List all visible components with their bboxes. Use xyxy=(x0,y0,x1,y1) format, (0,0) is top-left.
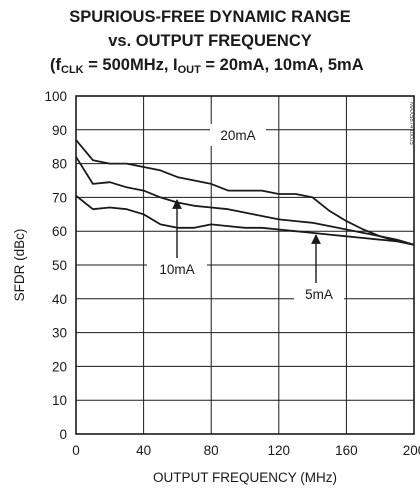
x-tick-label-160: 160 xyxy=(335,443,358,458)
annotation-bg-10mA xyxy=(147,258,207,280)
side-code-label: MAX5874 toc05 xyxy=(408,102,414,145)
y-tick-label-30: 30 xyxy=(52,326,67,341)
annotation-label-20mA: 20mA xyxy=(220,128,255,143)
annotation-layer: 20mA 10mA 5mA xyxy=(147,124,344,305)
grid xyxy=(75,95,415,435)
y-tick-label-40: 40 xyxy=(52,292,67,307)
y-tick-label-10: 10 xyxy=(52,393,67,408)
subtitle-sub-clk: CLK xyxy=(61,64,84,76)
x-tick-label-120: 120 xyxy=(268,443,291,458)
series-layer xyxy=(75,139,415,246)
series-line-20mA xyxy=(75,139,415,246)
annotation-label-5mA: 5mA xyxy=(305,287,333,302)
series-line-10mA xyxy=(75,156,415,246)
x-tick-label-80: 80 xyxy=(204,443,219,458)
series-line-5mA xyxy=(75,194,415,246)
y-tick-label-0: 0 xyxy=(59,427,67,442)
x-tick-label-0: 0 xyxy=(72,443,80,458)
y-tick-label-60: 60 xyxy=(52,224,67,239)
chart-title-line1: SPURIOUS-FREE DYNAMIC RANGE xyxy=(69,8,351,26)
y-tick-label-100: 100 xyxy=(44,89,67,104)
subtitle-sub-out: OUT xyxy=(177,64,201,76)
annotation-bg-20mA xyxy=(210,124,266,146)
x-tick-label-40: 40 xyxy=(136,443,151,458)
y-tick-label-50: 50 xyxy=(52,258,67,273)
x-tick-label-200: 200 xyxy=(403,443,420,458)
annotation-label-10mA: 10mA xyxy=(159,262,194,277)
y-tick-label-70: 70 xyxy=(52,190,67,205)
y-tick-label-20: 20 xyxy=(52,359,67,374)
y-tick-label-90: 90 xyxy=(52,123,67,138)
y-tick-label-80: 80 xyxy=(52,157,67,172)
subtitle-rest: = 20mA, 10mA, 5mA xyxy=(200,56,364,74)
x-axis-label: OUTPUT FREQUENCY (MHz) xyxy=(153,470,337,485)
tick-labels: 0 10 20 30 40 50 60 70 80 90 100 0 40 80 120 160 200 xyxy=(44,89,420,458)
plot-frame xyxy=(75,95,415,435)
chart-subtitle: (fCLK = 500MHz, IOUT = 20mA, 10mA, 5mA xyxy=(50,56,364,76)
subtitle-mid: = 500MHz, I xyxy=(83,56,178,74)
chart-title-line2: vs. OUTPUT FREQUENCY xyxy=(108,32,312,50)
annotation-bg-5mA xyxy=(294,283,344,305)
subtitle-open: (f xyxy=(50,56,61,74)
y-axis-label: SFDR (dBc) xyxy=(12,229,27,302)
